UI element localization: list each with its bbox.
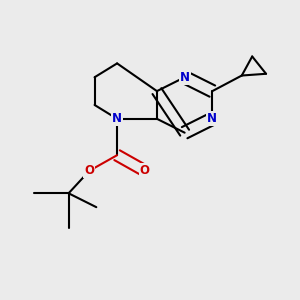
Text: N: N bbox=[180, 71, 190, 84]
Text: O: O bbox=[84, 164, 94, 177]
Text: O: O bbox=[140, 164, 150, 177]
Text: N: N bbox=[207, 112, 218, 125]
Text: N: N bbox=[112, 112, 122, 125]
